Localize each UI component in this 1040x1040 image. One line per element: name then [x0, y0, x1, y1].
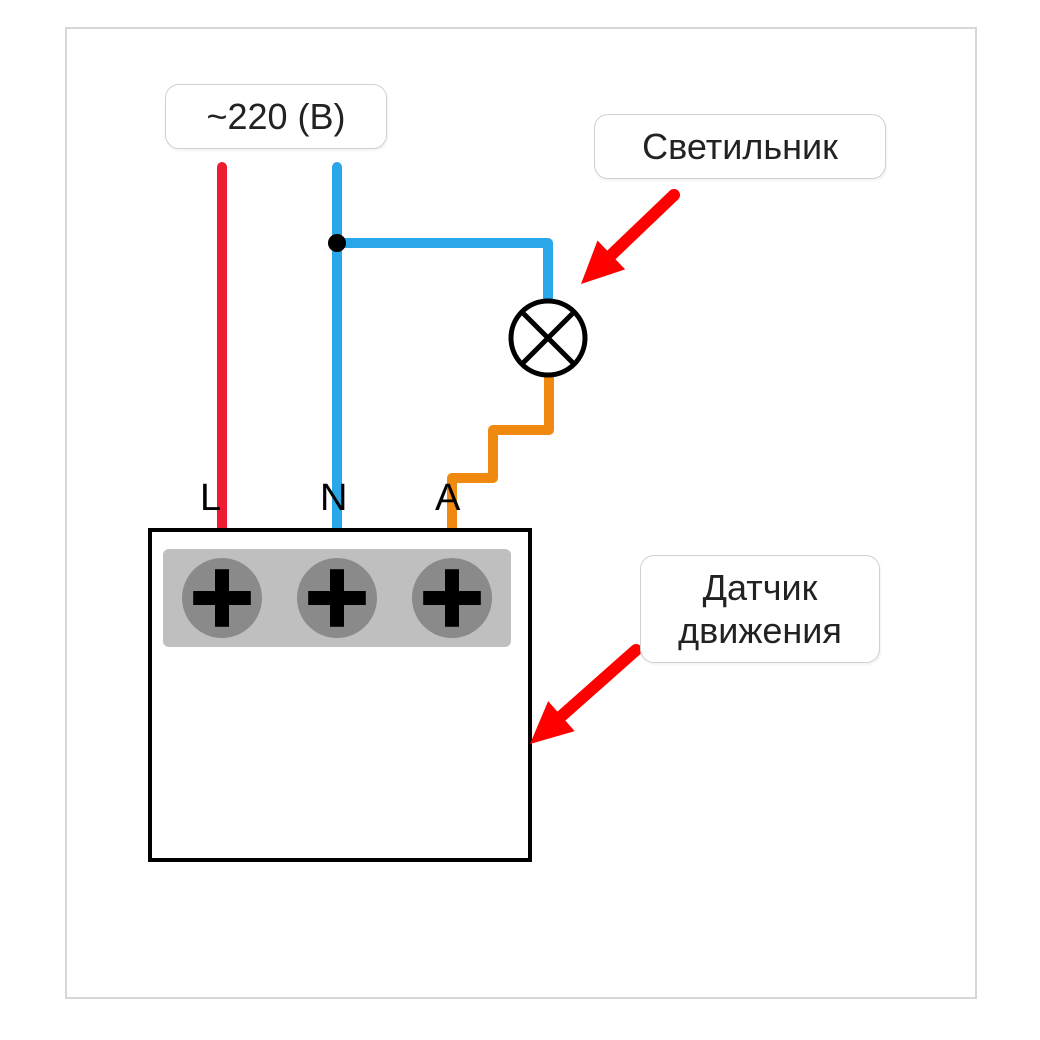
terminal-label-N: N: [320, 477, 347, 519]
sensor-label: Датчик движения: [640, 555, 880, 663]
lamp-label: Светильник: [594, 114, 886, 179]
terminal-label-A: A: [435, 477, 461, 519]
terminal-label-L: L: [200, 477, 221, 519]
voltage-label: ~220 (В): [165, 84, 387, 149]
